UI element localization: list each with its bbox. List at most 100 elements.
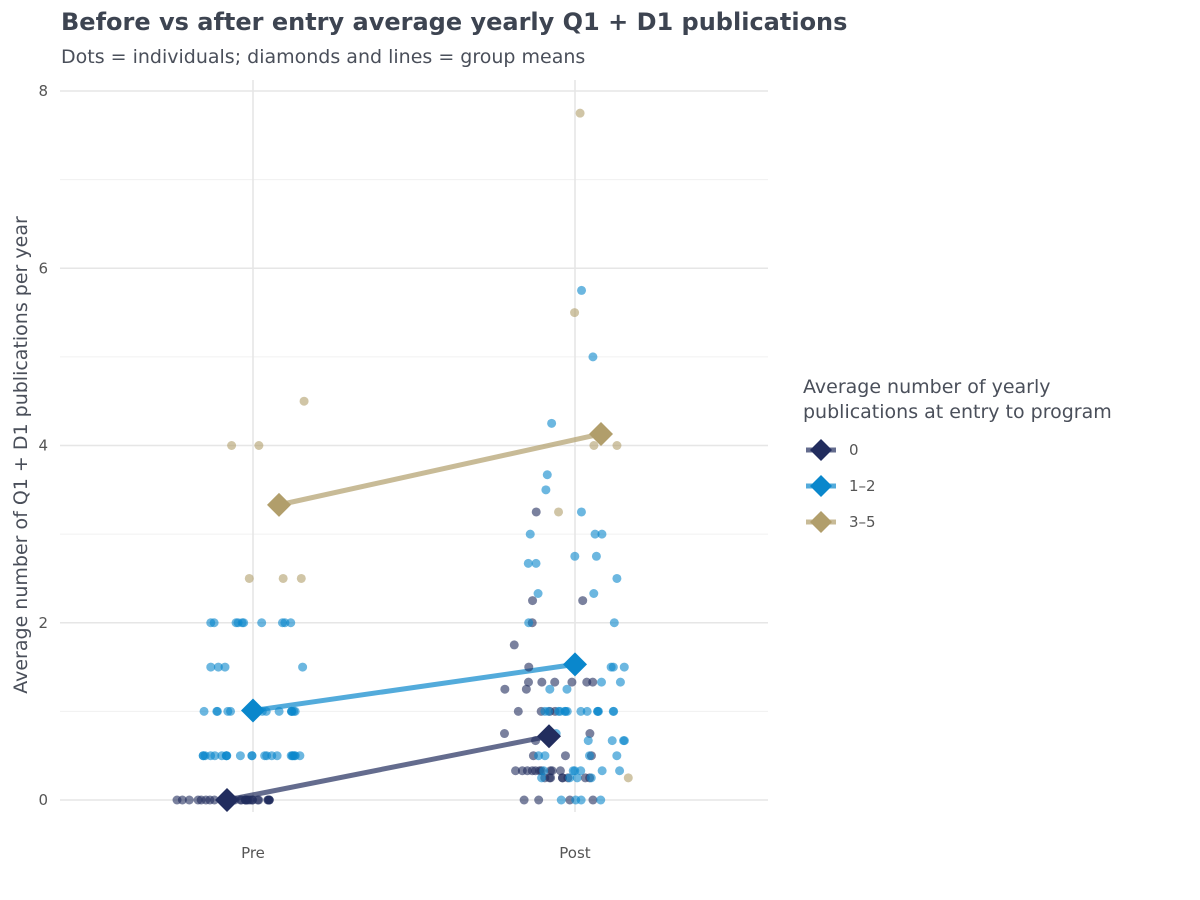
data-point xyxy=(519,795,529,805)
data-point xyxy=(550,677,560,687)
data-point xyxy=(523,558,533,568)
data-point xyxy=(596,677,606,687)
data-point xyxy=(555,766,565,776)
data-point xyxy=(524,662,534,672)
data-point xyxy=(206,618,216,628)
data-point xyxy=(619,662,629,672)
mean-line xyxy=(252,661,576,713)
data-point xyxy=(274,706,284,716)
data-point xyxy=(540,706,550,716)
data-point xyxy=(591,551,601,561)
data-point xyxy=(589,589,599,599)
data-point xyxy=(541,485,551,495)
data-point xyxy=(609,706,619,716)
x-tick-label: Pre xyxy=(241,844,265,862)
data-point xyxy=(210,751,220,761)
data-point xyxy=(534,751,544,761)
data-point xyxy=(177,795,187,805)
data-point xyxy=(528,596,538,606)
chart-subtitle: Dots = individuals; diamonds and lines =… xyxy=(61,46,585,68)
data-point xyxy=(576,507,586,517)
data-point xyxy=(499,729,509,739)
data-point xyxy=(213,662,223,672)
data-point xyxy=(288,751,298,761)
data-point xyxy=(513,706,523,716)
data-point xyxy=(615,677,625,687)
y-ticks: 0 2 4 6 8 xyxy=(38,82,48,809)
legend-title-line1: Average number of yearly xyxy=(803,376,1051,398)
mean-diamonds xyxy=(215,421,613,812)
data-point xyxy=(571,795,581,805)
data-point xyxy=(590,529,600,539)
data-point xyxy=(582,706,592,716)
data-point xyxy=(257,618,267,628)
data-point xyxy=(296,573,306,583)
data-point xyxy=(263,795,273,805)
data-point xyxy=(217,751,227,761)
data-point xyxy=(572,773,582,783)
data-point xyxy=(298,662,308,672)
data-point xyxy=(578,596,588,606)
data-point xyxy=(537,677,547,687)
data-point xyxy=(565,773,575,783)
data-point xyxy=(525,529,535,539)
data-point xyxy=(531,507,541,517)
mean-diamond xyxy=(215,788,239,812)
legend-item-label: 0 xyxy=(849,441,859,459)
data-point xyxy=(575,108,585,118)
data-point xyxy=(227,441,237,450)
x-tick-label: Post xyxy=(559,844,591,862)
legend-key-diamond xyxy=(810,475,832,497)
data-point xyxy=(609,618,619,628)
data-point xyxy=(500,684,510,694)
data-point xyxy=(524,618,534,628)
chart-title: Before vs after entry average yearly Q1 … xyxy=(61,8,847,36)
mean-diamond xyxy=(537,724,561,749)
data-point xyxy=(523,677,533,687)
data-point xyxy=(511,766,521,776)
data-point xyxy=(244,573,254,583)
data-point xyxy=(295,751,305,761)
data-point xyxy=(200,751,210,761)
mean-line xyxy=(226,733,550,803)
mean-diamond xyxy=(589,421,613,446)
mean-diamond xyxy=(563,652,587,677)
y-axis-label: Average number of Q1 + D1 publications p… xyxy=(10,216,32,694)
data-point xyxy=(576,766,586,776)
data-point xyxy=(588,795,598,805)
data-point xyxy=(589,441,599,450)
data-point xyxy=(533,589,543,599)
data-point xyxy=(527,766,537,776)
data-point xyxy=(280,618,290,628)
legend: Average number of yearly publications at… xyxy=(803,376,1112,533)
data-point xyxy=(253,795,263,805)
data-point xyxy=(235,751,245,761)
data-point xyxy=(623,773,633,783)
data-point xyxy=(212,706,222,716)
data-point xyxy=(619,736,629,746)
data-point xyxy=(544,773,554,783)
data-point xyxy=(517,766,527,776)
x-ticks: Pre Post xyxy=(241,844,591,862)
data-point xyxy=(562,684,572,694)
data-point xyxy=(576,706,586,716)
legend-item-label: 3–5 xyxy=(849,513,876,531)
y-tick-label: 2 xyxy=(38,614,48,632)
data-point xyxy=(254,441,264,450)
y-tick-label: 8 xyxy=(38,82,48,100)
data-point xyxy=(537,773,547,783)
legend-key-diamond xyxy=(810,439,832,461)
data-point xyxy=(531,558,541,568)
data-point xyxy=(278,573,288,583)
data-point xyxy=(607,736,617,746)
data-point xyxy=(612,441,622,450)
data-point xyxy=(570,551,580,561)
data-point xyxy=(577,285,587,295)
data-point xyxy=(540,751,550,761)
data-point xyxy=(531,736,541,746)
data-point xyxy=(542,470,552,480)
legend-item-label: 1–2 xyxy=(849,477,876,495)
data-point xyxy=(562,706,572,716)
data-point xyxy=(521,684,531,694)
